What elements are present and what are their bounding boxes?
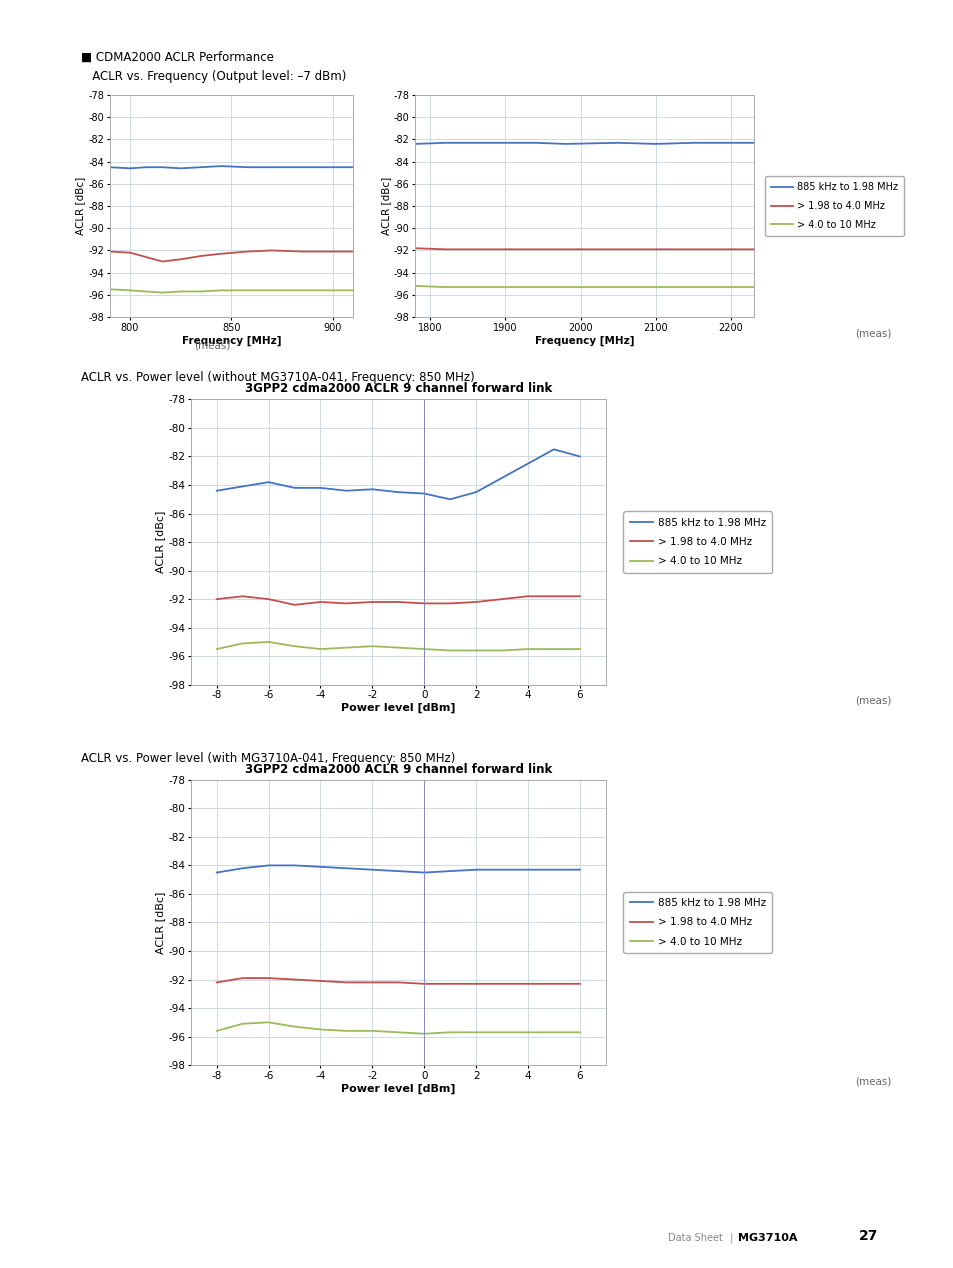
Legend: 885 kHz to 1.98 MHz, > 1.98 to 4.0 MHz, > 4.0 to 10 MHz: 885 kHz to 1.98 MHz, > 1.98 to 4.0 MHz, … <box>623 891 771 954</box>
Y-axis label: ACLR [dBc]: ACLR [dBc] <box>155 511 165 573</box>
Legend: 885 kHz to 1.98 MHz, > 1.98 to 4.0 MHz, > 4.0 to 10 MHz: 885 kHz to 1.98 MHz, > 1.98 to 4.0 MHz, … <box>623 511 771 573</box>
Text: (meas): (meas) <box>855 1077 891 1087</box>
Y-axis label: ACLR [dBc]: ACLR [dBc] <box>380 178 391 235</box>
Text: (meas): (meas) <box>855 696 891 706</box>
Text: 27: 27 <box>858 1229 877 1243</box>
Title: 3GPP2 cdma2000 ACLR 9 channel forward link: 3GPP2 cdma2000 ACLR 9 channel forward li… <box>244 383 552 396</box>
Text: ACLR vs. Power level (with MG3710A-041, Frequency: 850 MHz): ACLR vs. Power level (with MG3710A-041, … <box>81 752 455 765</box>
X-axis label: Frequency [MHz]: Frequency [MHz] <box>181 335 281 346</box>
Legend: 885 kHz to 1.98 MHz, > 1.98 to 4.0 MHz, > 4.0 to 10 MHz: 885 kHz to 1.98 MHz, > 1.98 to 4.0 MHz, … <box>764 176 903 236</box>
Title: 3GPP2 cdma2000 ACLR 9 channel forward link: 3GPP2 cdma2000 ACLR 9 channel forward li… <box>244 763 552 776</box>
Text: ■ CDMA2000 ACLR Performance: ■ CDMA2000 ACLR Performance <box>81 51 274 63</box>
Y-axis label: ACLR [dBc]: ACLR [dBc] <box>75 178 86 235</box>
X-axis label: Power level [dBm]: Power level [dBm] <box>340 702 456 714</box>
Text: Data Sheet: Data Sheet <box>667 1232 722 1243</box>
Text: |: | <box>726 1232 736 1243</box>
Text: (meas): (meas) <box>855 328 891 339</box>
Text: ACLR vs. Power level (without MG3710A-041, Frequency: 850 MHz): ACLR vs. Power level (without MG3710A-04… <box>81 372 475 384</box>
Y-axis label: ACLR [dBc]: ACLR [dBc] <box>155 891 165 954</box>
X-axis label: Power level [dBm]: Power level [dBm] <box>340 1083 456 1094</box>
Text: MG3710A: MG3710A <box>738 1232 797 1243</box>
Text: ACLR vs. Frequency (Output level: –7 dBm): ACLR vs. Frequency (Output level: –7 dBm… <box>81 70 346 82</box>
Text: (meas): (meas) <box>193 341 231 351</box>
X-axis label: Frequency [MHz]: Frequency [MHz] <box>534 335 634 346</box>
